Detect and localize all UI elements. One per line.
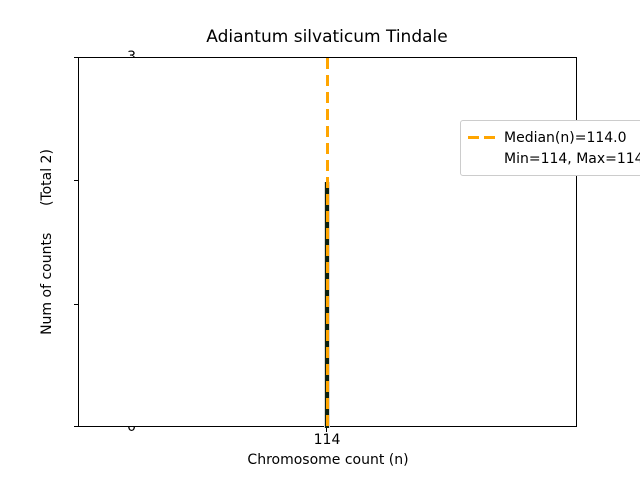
y-tick-mark xyxy=(74,304,78,305)
y-axis-label: Num of counts (Total 2) xyxy=(39,149,55,335)
y-tick-label-0: 0 xyxy=(127,419,136,435)
y-tick-mark xyxy=(74,57,78,58)
legend-label-median: Median(n)=114.0 xyxy=(504,129,627,146)
orange-dashed-line-icon xyxy=(468,136,495,139)
median-dashed-line xyxy=(326,58,329,426)
plot-area: Median(n)=114.0 Min=114, Max=114 xyxy=(74,57,640,432)
legend-entry-median: Median(n)=114.0 xyxy=(468,127,640,148)
legend-box: Median(n)=114.0 Min=114, Max=114 xyxy=(460,120,640,176)
blank-legend-handle xyxy=(468,157,495,160)
y-tick-mark xyxy=(74,426,78,427)
y-tick-mark xyxy=(74,180,78,181)
x-tick-mark xyxy=(326,428,327,432)
x-tick-label-114: 114 xyxy=(313,432,341,448)
x-axis-label: Chromosome count (n) xyxy=(247,452,409,468)
legend-entry-minmax: Min=114, Max=114 xyxy=(468,148,640,169)
chart-title: Adiantum silvaticum Tindale xyxy=(206,27,448,47)
legend-label-minmax: Min=114, Max=114 xyxy=(504,150,640,167)
